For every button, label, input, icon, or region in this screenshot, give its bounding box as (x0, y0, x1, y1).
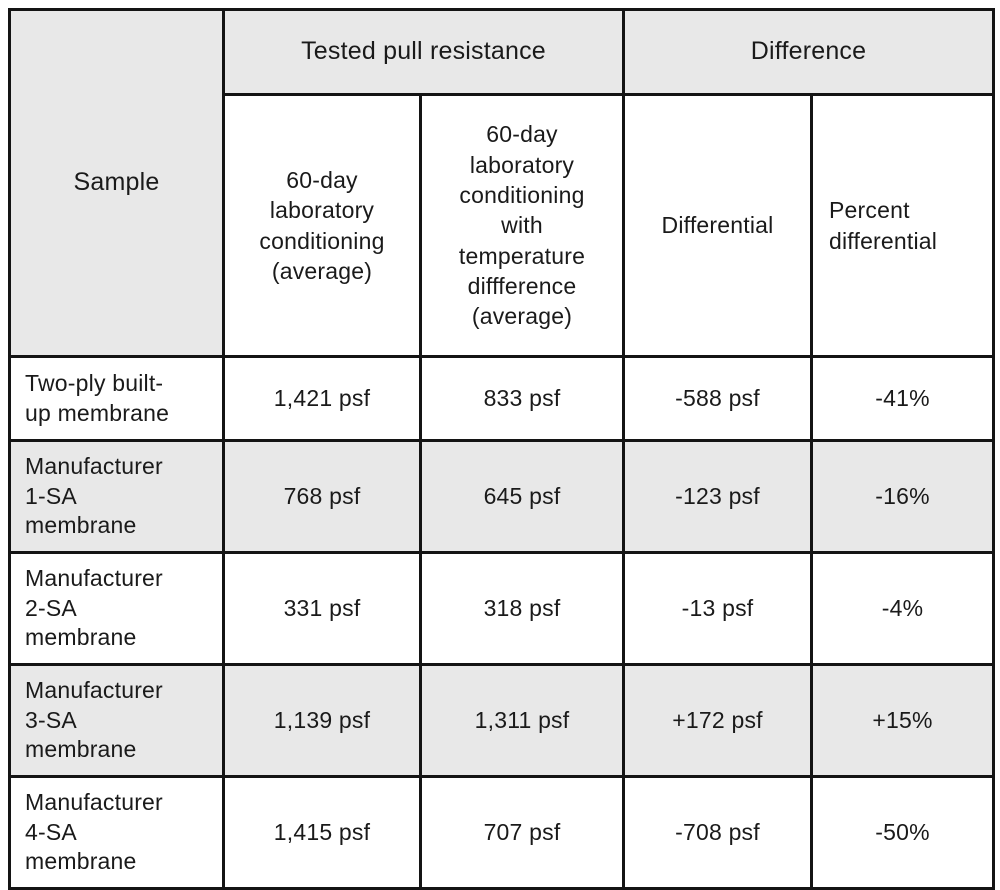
table-row: Manufacturer 1-SA membrane 768 psf 645 p… (8, 439, 995, 554)
differential-value: -708 psf (622, 775, 813, 890)
conditioning-value: 1,415 psf (222, 775, 422, 890)
conditioning-temp-value: 833 psf (419, 355, 625, 442)
conditioning-temp-value: 318 psf (419, 551, 625, 666)
sub-header-row: 60-day laboratory conditioning (average)… (10, 93, 995, 358)
table-row: Manufacturer 2-SA membrane 331 psf 318 p… (8, 551, 995, 666)
table-row: Manufacturer 3-SA membrane 1,139 psf 1,3… (8, 663, 995, 778)
percent-differential-value: -4% (810, 551, 995, 666)
subheader-differential: Differential (622, 93, 813, 358)
conditioning-value: 1,421 psf (222, 355, 422, 442)
conditioning-value: 768 psf (222, 439, 422, 554)
table-row: Manufacturer 4-SA membrane 1,415 psf 707… (8, 775, 995, 890)
differential-value: -588 psf (622, 355, 813, 442)
conditioning-value: 331 psf (222, 551, 422, 666)
percent-differential-value: -50% (810, 775, 995, 890)
sample-cell: Manufacturer 1-SA membrane (8, 439, 225, 554)
percent-differential-value: +15% (810, 663, 995, 778)
pull-resistance-table: Sample Tested pull resistance Difference… (8, 8, 995, 890)
header-group-difference: Difference (622, 8, 995, 96)
conditioning-temp-value: 707 psf (419, 775, 625, 890)
group-header-row: Sample Tested pull resistance Difference (8, 8, 995, 358)
sample-cell: Two-ply built- up membrane (8, 355, 225, 442)
percent-differential-value: -16% (810, 439, 995, 554)
table-row: Two-ply built- up membrane 1,421 psf 833… (8, 355, 995, 442)
conditioning-temp-value: 1,311 psf (419, 663, 625, 778)
conditioning-temp-value: 645 psf (419, 439, 625, 554)
conditioning-value: 1,139 psf (222, 663, 422, 778)
subheader-percent-differential: Percent differential (810, 93, 995, 358)
percent-differential-value: -41% (810, 355, 995, 442)
subheader-conditioning-temperature: 60-day laboratory conditioning with temp… (419, 93, 625, 358)
differential-value: -13 psf (622, 551, 813, 666)
header-group-tested-pull-resistance: Tested pull resistance (222, 8, 625, 96)
differential-value: -123 psf (622, 439, 813, 554)
subheader-conditioning: 60-day laboratory conditioning (average) (222, 93, 422, 358)
sample-cell: Manufacturer 3-SA membrane (8, 663, 225, 778)
sample-cell: Manufacturer 4-SA membrane (8, 775, 225, 890)
differential-value: +172 psf (622, 663, 813, 778)
header-sample: Sample (8, 8, 225, 358)
sample-cell: Manufacturer 2-SA membrane (8, 551, 225, 666)
